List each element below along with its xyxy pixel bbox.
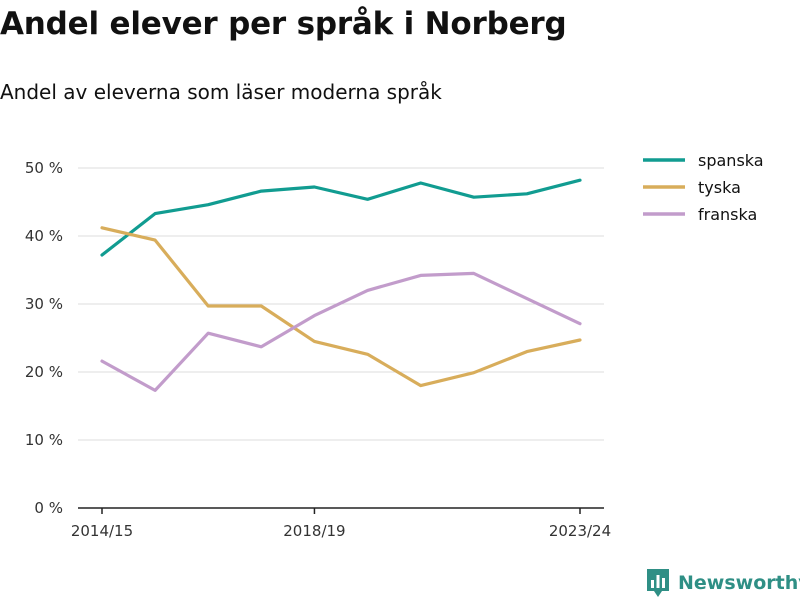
x-tick-label: 2018/19 [283,522,345,540]
y-tick-label: 50 % [25,159,63,177]
x-tick-label: 2014/15 [71,522,133,540]
brand-name: Newsworthy [678,572,800,594]
series-lines [100,178,582,392]
axes: 0 % 10 % 20 % 30 % 40 % 50 % 2014/15 2018/19 202… [25,159,611,540]
series-line-tyska [100,226,582,388]
series-line-franska [100,271,582,392]
y-tick-label: 40 % [25,227,63,245]
legend-label-franska: franska [698,205,757,224]
legend: spanska tyska franska [643,151,764,224]
chart-title: Andel elever per språk i Norberg [0,6,567,42]
y-tick-label: 10 % [25,431,63,449]
series-line-spanska [100,178,582,257]
legend-label-tyska: tyska [698,178,741,197]
legend-label-spanska: spanska [698,151,764,170]
y-tick-label: 0 % [34,499,63,517]
y-tick-label: 20 % [25,363,63,381]
brand-logo[interactable]: Newsworthy [646,568,800,598]
x-tick-label: 2023/24 [549,522,611,540]
y-tick-label: 30 % [25,295,63,313]
bar-chart-logo-icon [647,569,669,597]
chart-subtitle: Andel av eleverna som läser moderna språ… [0,80,442,104]
